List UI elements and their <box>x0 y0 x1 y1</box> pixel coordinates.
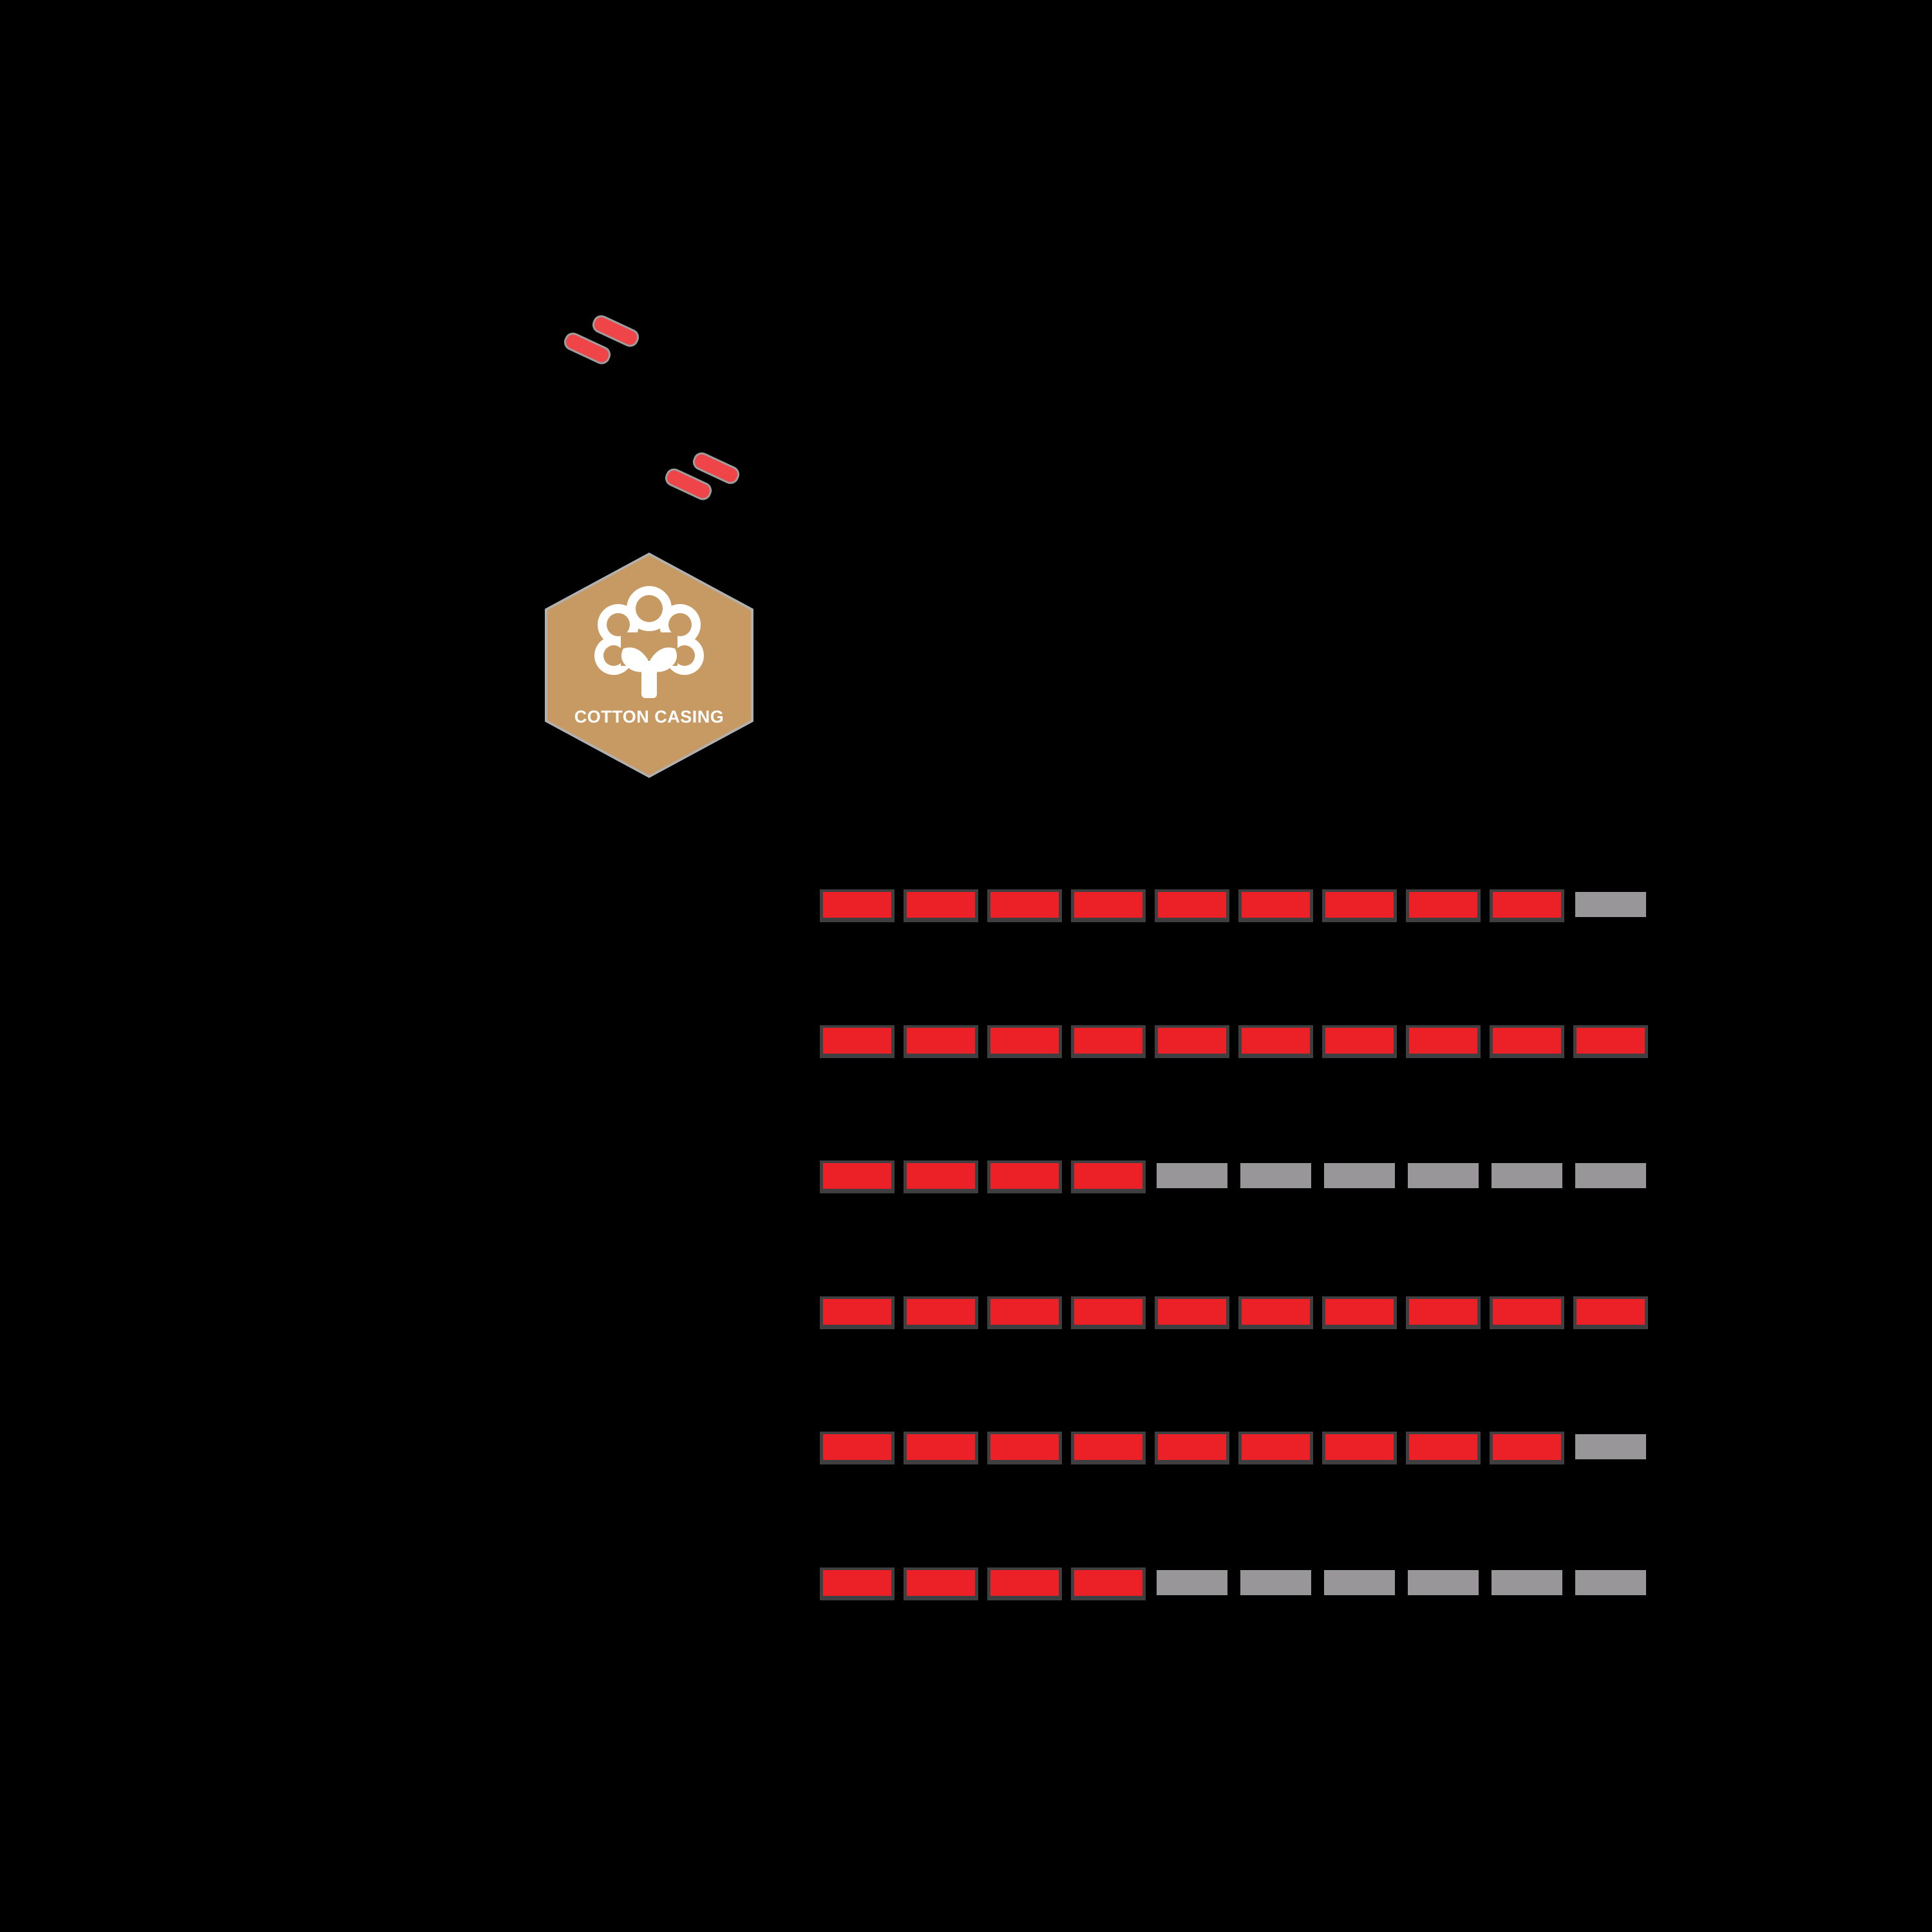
rating-row <box>820 1432 1648 1464</box>
rating-cell-empty <box>1573 889 1648 922</box>
rating-cell-filled <box>987 1296 1062 1329</box>
rating-cell-filled <box>820 1567 895 1600</box>
rating-cell-filled <box>987 889 1062 922</box>
rating-cell-empty <box>1155 1160 1229 1193</box>
rating-cell-filled <box>820 1296 895 1329</box>
rating-row <box>820 1567 1648 1600</box>
rating-cell-empty <box>1490 1567 1564 1600</box>
rating-row <box>820 1296 1648 1329</box>
rating-cell-filled <box>1238 1432 1313 1464</box>
rating-cell-empty <box>1238 1567 1313 1600</box>
rating-cell-filled <box>904 1160 978 1193</box>
rating-cell-filled <box>1406 889 1481 922</box>
rating-cell-filled <box>1238 1025 1313 1058</box>
cotton-icon <box>594 586 704 698</box>
rating-cell-empty <box>1490 1160 1564 1193</box>
rating-cell-filled <box>1322 1296 1397 1329</box>
rating-cell-empty <box>1406 1567 1481 1600</box>
rating-cell-filled <box>1322 889 1397 922</box>
rating-cell-filled <box>1071 1160 1146 1193</box>
rating-cell-filled <box>1155 1025 1229 1058</box>
rating-cell-empty <box>1322 1160 1397 1193</box>
badge-hexagon: COTTON CASING <box>547 555 751 775</box>
rating-cell-empty <box>1573 1160 1648 1193</box>
rating-cell-filled <box>1322 1025 1397 1058</box>
rating-cell-filled <box>1155 1432 1229 1464</box>
rating-cell-filled <box>1490 1025 1564 1058</box>
rating-row <box>820 1160 1648 1193</box>
rating-cell-empty <box>1406 1160 1481 1193</box>
rating-cell-filled <box>904 1025 978 1058</box>
rating-cell-filled <box>987 1567 1062 1600</box>
rating-cell-filled <box>820 1160 895 1193</box>
rating-cell-filled <box>1490 1296 1564 1329</box>
rating-cell-filled <box>820 1025 895 1058</box>
rating-cell-filled <box>1155 889 1229 922</box>
badge-label: COTTON CASING <box>574 707 724 726</box>
rating-cell-filled <box>820 1432 895 1464</box>
rating-cell-filled <box>1071 1567 1146 1600</box>
rating-cell-filled <box>1071 1432 1146 1464</box>
rating-cell-empty <box>1573 1567 1648 1600</box>
rating-cell-filled <box>904 889 978 922</box>
rating-cell-empty <box>1155 1567 1229 1600</box>
rating-cell-filled <box>1238 889 1313 922</box>
rating-cell-filled <box>1071 1025 1146 1058</box>
rating-row <box>820 1025 1648 1058</box>
rating-cell-filled <box>1155 1296 1229 1329</box>
rating-cell-filled <box>904 1296 978 1329</box>
cotton-casing-badge: COTTON CASING <box>545 553 753 778</box>
rating-cell-filled <box>1406 1296 1481 1329</box>
rating-cell-filled <box>904 1567 978 1600</box>
rating-cell-filled <box>904 1432 978 1464</box>
rating-cell-filled <box>1490 889 1564 922</box>
rating-cell-filled <box>1573 1296 1648 1329</box>
rating-cell-filled <box>1573 1025 1648 1058</box>
rating-cell-filled <box>1406 1025 1481 1058</box>
rating-cell-filled <box>1238 1296 1313 1329</box>
rating-cell-empty <box>1322 1567 1397 1600</box>
rating-cell-filled <box>987 1160 1062 1193</box>
rating-cell-empty <box>1238 1160 1313 1193</box>
rating-cell-filled <box>987 1432 1062 1464</box>
rating-cell-filled <box>1406 1432 1481 1464</box>
rating-cell-empty <box>1573 1432 1648 1464</box>
rating-row <box>820 889 1648 922</box>
rating-cell-filled <box>987 1025 1062 1058</box>
rating-cell-filled <box>820 889 895 922</box>
rating-cell-filled <box>1071 889 1146 922</box>
rating-cell-filled <box>1322 1432 1397 1464</box>
rating-cell-filled <box>1490 1432 1564 1464</box>
rating-cell-filled <box>1071 1296 1146 1329</box>
